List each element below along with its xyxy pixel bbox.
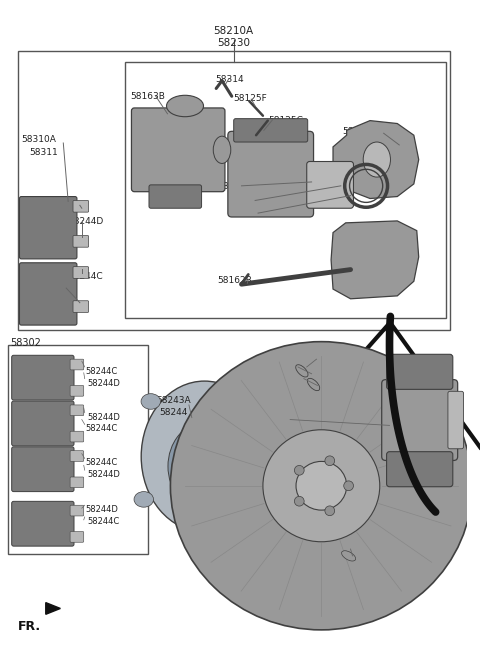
Bar [18,51,450,330]
FancyBboxPatch shape [70,386,84,396]
FancyBboxPatch shape [12,355,74,400]
Text: 58230: 58230 [217,38,250,48]
Ellipse shape [168,422,241,510]
FancyBboxPatch shape [70,405,84,416]
FancyBboxPatch shape [307,162,353,208]
FancyBboxPatch shape [12,401,74,446]
FancyBboxPatch shape [386,354,453,390]
Polygon shape [46,602,60,614]
Ellipse shape [325,506,335,516]
Ellipse shape [263,430,380,542]
FancyBboxPatch shape [73,267,89,279]
Text: 58235C: 58235C [217,182,252,191]
Ellipse shape [141,381,268,532]
Ellipse shape [342,551,356,561]
Ellipse shape [167,95,204,117]
Text: 58302: 58302 [10,338,41,348]
Ellipse shape [141,394,160,409]
Ellipse shape [344,481,353,491]
FancyBboxPatch shape [73,235,89,247]
Ellipse shape [294,465,304,475]
Text: 58244C: 58244C [86,459,118,468]
Text: 58244D: 58244D [88,413,120,422]
Text: 58125C: 58125C [268,116,303,125]
Text: 58125F: 58125F [234,95,267,103]
FancyBboxPatch shape [234,119,308,142]
FancyBboxPatch shape [132,108,225,192]
FancyBboxPatch shape [70,451,84,461]
FancyBboxPatch shape [12,501,74,546]
FancyBboxPatch shape [70,359,84,370]
Ellipse shape [170,342,472,630]
FancyBboxPatch shape [448,392,464,449]
Text: 54562D: 54562D [294,357,329,366]
Ellipse shape [296,365,308,377]
Text: 58244D: 58244D [68,217,103,226]
FancyBboxPatch shape [382,380,457,461]
Bar [8,344,148,554]
Text: 58163B: 58163B [131,93,165,101]
Text: 58244: 58244 [159,408,188,417]
Text: 58244D: 58244D [86,505,119,514]
Text: 58181B: 58181B [343,127,378,137]
FancyBboxPatch shape [73,200,89,212]
Ellipse shape [325,456,335,466]
Ellipse shape [255,491,275,507]
Text: 58244C: 58244C [88,517,120,526]
Text: FR.: FR. [18,620,41,633]
Ellipse shape [240,383,259,399]
FancyBboxPatch shape [149,185,202,208]
Ellipse shape [294,496,304,506]
Text: 58244C: 58244C [86,424,118,434]
Bar [125,62,446,318]
FancyBboxPatch shape [386,451,453,487]
Ellipse shape [363,142,390,177]
Text: 58244C: 58244C [68,271,103,281]
FancyBboxPatch shape [20,263,77,325]
Text: 58310A: 58310A [22,135,56,144]
FancyBboxPatch shape [70,431,84,442]
FancyBboxPatch shape [70,505,84,516]
Text: 58411B: 58411B [277,418,312,426]
Text: 58243A: 58243A [156,396,191,405]
Text: 58113: 58113 [252,196,281,204]
FancyBboxPatch shape [12,447,74,491]
Text: 58244D: 58244D [88,378,120,388]
Polygon shape [333,121,419,198]
FancyBboxPatch shape [20,196,77,259]
Text: 58244D: 58244D [22,286,57,295]
FancyBboxPatch shape [70,477,84,487]
Ellipse shape [134,491,154,507]
Text: 58244C: 58244C [86,367,118,376]
FancyBboxPatch shape [228,131,313,217]
Ellipse shape [189,448,220,485]
Text: 58210A: 58210A [214,26,254,36]
FancyBboxPatch shape [70,532,84,542]
Ellipse shape [296,461,347,510]
Text: 58162B: 58162B [217,277,252,285]
Text: 1220FS: 1220FS [350,549,384,558]
Ellipse shape [307,378,320,391]
Ellipse shape [213,136,231,164]
Text: 58233: 58233 [254,210,283,219]
Text: 58244C: 58244C [54,202,88,212]
Text: 58244D: 58244D [88,470,120,479]
Polygon shape [331,221,419,299]
FancyBboxPatch shape [73,301,89,313]
Text: 58314: 58314 [215,75,244,84]
Text: 1351JD: 1351JD [294,369,326,378]
Text: 58311: 58311 [29,148,58,157]
